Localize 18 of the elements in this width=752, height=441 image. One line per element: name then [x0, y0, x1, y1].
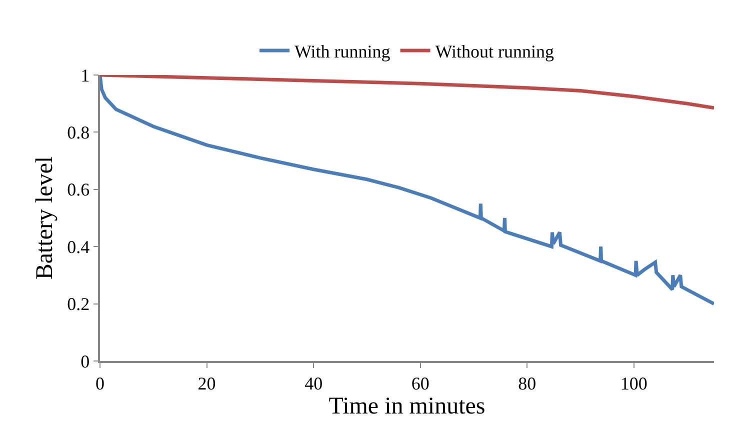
y-tick-label: 0.8 [67, 122, 90, 142]
x-tick-label: 60 [411, 373, 430, 394]
legend-label: Without running [435, 42, 554, 62]
y-tick-label: 0.2 [67, 294, 90, 314]
line-series [100, 75, 714, 306]
x-tick-label: 20 [198, 373, 216, 394]
y-tick-label: 0.4 [67, 236, 90, 257]
x-tick-label: 40 [304, 373, 323, 394]
x-axis-title: Time in minutes [328, 393, 486, 420]
y-tick-label: 1 [80, 65, 90, 86]
y-axis-title: Battery level [32, 156, 58, 280]
line-series [100, 75, 714, 110]
y-tick-label: 0.6 [67, 180, 90, 200]
legend-label: With running [294, 42, 390, 62]
x-tick-label: 100 [620, 373, 648, 394]
y-tick-label: 0 [80, 351, 90, 372]
x-tick-label: 0 [96, 373, 104, 394]
x-tick-label: 80 [518, 373, 536, 394]
